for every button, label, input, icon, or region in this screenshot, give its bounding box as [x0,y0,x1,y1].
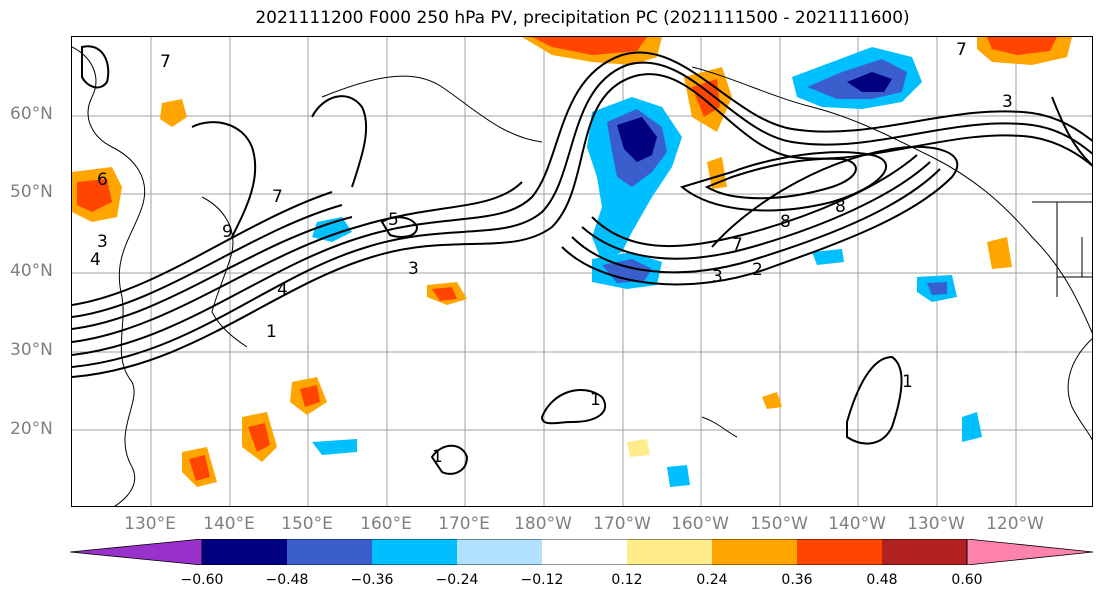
contour-label-3b: 3 [408,259,419,279]
colorbar-swatch [712,539,797,565]
lat-label-60n: 60°N [10,104,53,124]
precip-shading [72,37,1072,487]
lat-label-30n: 30°N [10,340,53,360]
lat-label-40n: 40°N [10,261,53,281]
map-canvas: 7 6 3 4 7 3 4 5 1 3 2 7 8 8 3 7 1 1 1 9 [72,37,1092,506]
contour-label-6: 6 [97,170,108,190]
lon-label-180w: 180°W [514,514,572,534]
colorbar-tick: −0.48 [265,572,309,588]
lon-label-170w: 170°W [593,514,651,534]
colorbar-swatch [882,539,967,565]
contour-label-1c: 1 [590,390,601,410]
colorbar-tick: −0.24 [435,572,479,588]
contour-label-8b: 8 [835,197,846,217]
contour-label-1b: 1 [902,372,913,392]
lon-label-120w: 120°W [986,514,1044,534]
colorbar-tick: −0.36 [350,572,394,588]
colorbar-tick: 0.36 [781,572,813,588]
colorbar-swatch [287,539,372,565]
lon-label-140w: 140°W [828,514,886,534]
pv-contours [72,45,1092,475]
colorbar-swatch [372,539,457,565]
contour-label-3d: 3 [1002,92,1013,112]
contour-label-4b: 4 [277,280,288,300]
lon-label-150w: 150°W [750,514,808,534]
lon-label-170e: 170°E [438,514,490,534]
contour-label-5a: 5 [388,210,399,230]
lat-label-50n: 50°N [10,182,53,202]
contour-label-7a: 7 [160,52,171,72]
lon-label-140e: 140°E [203,514,255,534]
lon-label-160w: 160°W [671,514,729,534]
contour-label-8a: 8 [780,212,791,232]
map-title: 2021111200 F000 250 hPa PV, precipitatio… [255,8,910,28]
contour-labels: 7 6 3 4 7 3 4 5 1 3 2 7 8 8 3 7 1 1 1 9 [90,40,1013,467]
contour-label-3a: 3 [97,232,108,252]
colorbar-extend-high [966,539,1094,565]
colorbar [70,539,1094,565]
map-panel[interactable]: 7 6 3 4 7 3 4 5 1 3 2 7 8 8 3 7 1 1 1 9 [71,36,1093,507]
colorbar-swatch [627,539,712,565]
colorbar-swatch [202,539,287,565]
contour-label-7c: 7 [732,235,743,255]
colorbar-swatch [457,539,542,565]
contour-label-7d: 7 [956,40,967,60]
colorbar-extend-low [70,539,203,565]
contour-label-2: 2 [752,260,763,280]
contour-label-4a: 4 [90,250,101,270]
lon-label-130w: 130°W [907,514,965,534]
colorbar-tick: −0.60 [180,572,224,588]
contour-label-7b: 7 [272,187,283,207]
lon-label-150e: 150°E [281,514,333,534]
colorbar-tick: 0.12 [611,572,643,588]
lat-label-20n: 20°N [10,419,53,439]
colorbar-tick: −0.12 [520,572,564,588]
contour-label-9: 9 [222,222,233,242]
colorbar-swatch [797,539,882,565]
lon-label-160e: 160°E [360,514,412,534]
colorbar-swatch [542,539,627,565]
contour-label-1d: 1 [432,447,443,467]
contour-label-3c: 3 [712,267,723,287]
colorbar-tick: 0.24 [696,572,728,588]
lon-label-130e: 130°E [124,514,176,534]
contour-label-1a: 1 [266,322,277,342]
coastlines [72,46,1092,506]
colorbar-tick: 0.48 [866,572,898,588]
colorbar-tick: 0.60 [951,572,983,588]
